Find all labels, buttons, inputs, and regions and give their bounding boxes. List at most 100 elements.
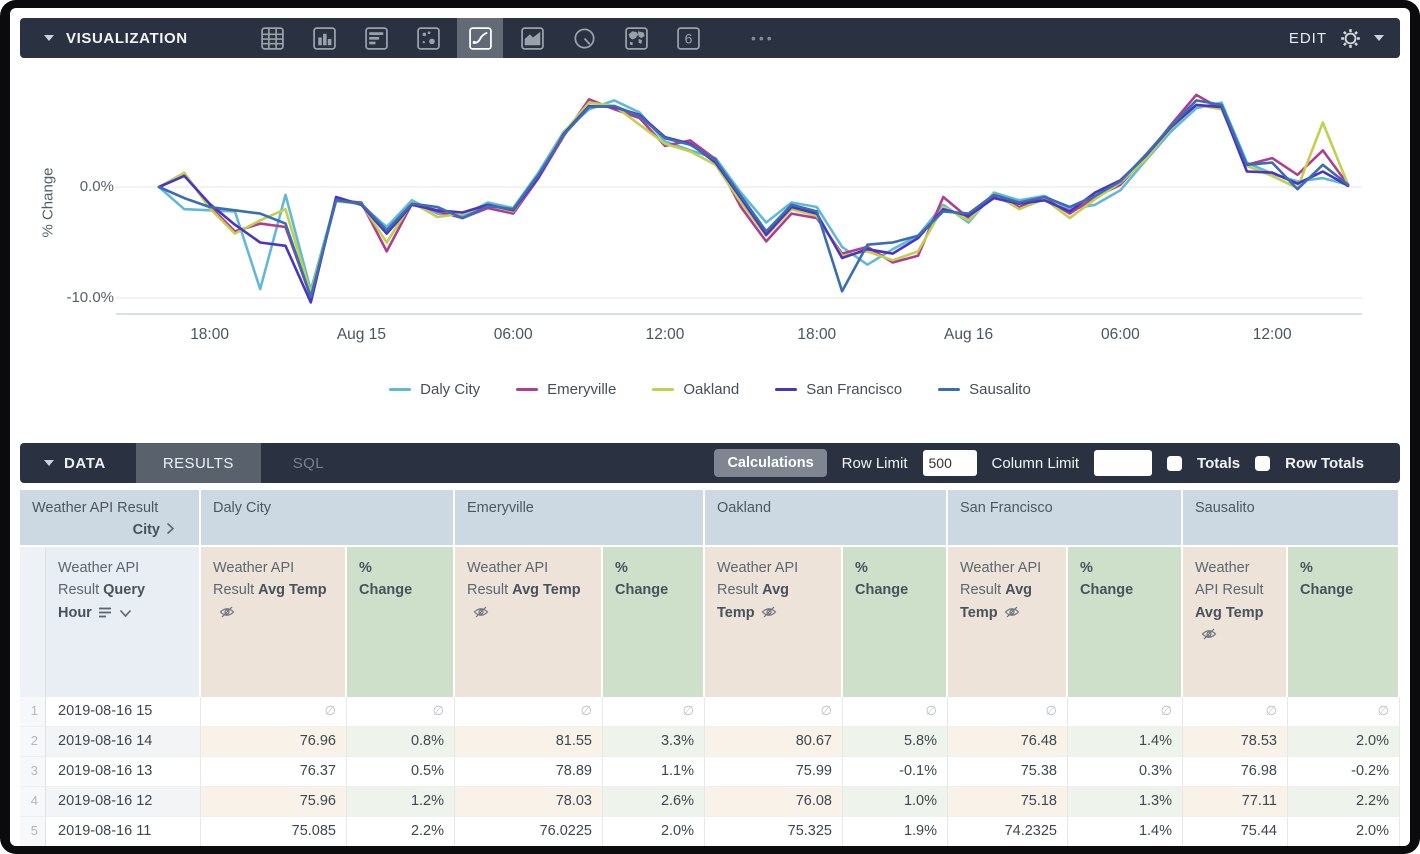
- scatter-chart-icon[interactable]: [405, 18, 451, 58]
- totals-checkbox[interactable]: [1167, 455, 1183, 471]
- avg-temp-cell: 74.2325: [948, 817, 1068, 846]
- avg-temp-cell: 76.08: [705, 787, 843, 817]
- hidden-eye-icon: [473, 606, 489, 618]
- area-chart-icon: [520, 26, 544, 50]
- map-chart-icon[interactable]: [613, 18, 659, 58]
- pivot-city-header-emeryville[interactable]: Emeryville: [455, 490, 705, 547]
- bar-chart-icon[interactable]: [353, 18, 399, 58]
- pct-change-header-oakland[interactable]: % Change: [843, 547, 948, 697]
- avg-temp-header-san-francisco[interactable]: Weather API Result Avg Temp: [948, 547, 1068, 697]
- calculations-button[interactable]: Calculations: [714, 449, 827, 477]
- avg-temp-cell: 78.03: [455, 787, 603, 817]
- x-tick-label: 06:00: [493, 326, 533, 343]
- tab-results[interactable]: RESULTS: [135, 443, 261, 483]
- data-bar: DATA RESULTS SQL Calculations Row Limit …: [20, 443, 1400, 483]
- sort-icon: [98, 607, 111, 618]
- pct-change-cell: 2.0%: [1288, 727, 1400, 757]
- avg-temp-cell: 80.67: [705, 727, 843, 757]
- pct-change-cell: 2.2%: [347, 817, 455, 846]
- legend-item-daly-city[interactable]: Daly City: [389, 381, 480, 398]
- pct-change-cell: ∅: [843, 697, 948, 727]
- data-bar-left: DATA RESULTS SQL: [20, 443, 356, 483]
- area-chart-icon[interactable]: [509, 18, 555, 58]
- column-limit-label: Column Limit: [991, 454, 1080, 472]
- pct-change-header-sausalito[interactable]: % Change: [1288, 547, 1400, 697]
- row-totals-checkbox[interactable]: [1255, 455, 1271, 471]
- chevron-down-icon: [119, 609, 131, 618]
- x-tick-label: 18:00: [190, 326, 229, 343]
- hidden-eye-icon: [761, 606, 776, 618]
- gear-menu-caret-icon[interactable]: [1374, 35, 1384, 41]
- column-chart-icon[interactable]: [301, 18, 347, 58]
- avg-temp-header-emeryville[interactable]: Weather API Result Avg Temp: [455, 547, 603, 697]
- legend-swatch: [389, 387, 412, 392]
- pivot-city-header-san-francisco[interactable]: San Francisco: [948, 490, 1183, 547]
- avg-temp-cell: ∅: [455, 697, 603, 727]
- pct-change-cell: 1.0%: [843, 787, 948, 817]
- avg-temp-cell: 76.98: [1183, 757, 1288, 787]
- line-chart-icon: [468, 26, 492, 50]
- pct-change-cell: -0.1%: [843, 757, 948, 787]
- hidden-eye-icon: [219, 606, 235, 618]
- legend-item-emeryville[interactable]: Emeryville: [516, 381, 616, 398]
- edit-button[interactable]: EDIT: [1288, 29, 1327, 47]
- avg-temp-header-sausalito[interactable]: Weather API Result Avg Temp: [1183, 547, 1288, 697]
- pct-change-cell: 0.8%: [347, 727, 455, 757]
- chart-line-emeryville[interactable]: [157, 93, 1350, 299]
- visualization-collapse-caret-icon[interactable]: [44, 35, 54, 41]
- legend-item-san-francisco[interactable]: San Francisco: [775, 381, 902, 398]
- tab-sql[interactable]: SQL: [292, 454, 324, 472]
- legend-item-oakland[interactable]: Oakland: [652, 381, 739, 398]
- pct-change-cell: 2.0%: [603, 817, 705, 846]
- pct-change-header-san-francisco[interactable]: % Change: [1068, 547, 1183, 697]
- legend-label: Sausalito: [969, 381, 1031, 398]
- column-chart-icon: [312, 26, 336, 50]
- avg-temp-header-oakland[interactable]: Weather API Result Avg Temp: [705, 547, 843, 697]
- avg-temp-cell: 81.55: [455, 727, 603, 757]
- chart-legend: Daly City Emeryville Oakland San Francisco S…: [10, 381, 1410, 398]
- row-limit-label: Row Limit: [841, 454, 908, 472]
- pivot-city-header-daly-city[interactable]: Daly City: [201, 490, 455, 547]
- single-value-icon[interactable]: 6: [665, 18, 711, 58]
- line-chart-icon[interactable]: [457, 18, 503, 58]
- row-number: 2: [20, 727, 46, 757]
- gear-icon[interactable]: [1340, 28, 1361, 49]
- avg-temp-cell: 75.96: [201, 787, 347, 817]
- x-tick-label: 12:00: [1252, 326, 1292, 343]
- pivot-city-header-sausalito[interactable]: Sausalito: [1183, 490, 1400, 547]
- pct-change-cell: 1.9%: [843, 817, 948, 846]
- table-icon[interactable]: [249, 18, 295, 58]
- table-icon: [260, 26, 284, 50]
- pct-change-header-emeryville[interactable]: % Change: [603, 547, 705, 697]
- hour-cell: 2019-08-16 12: [46, 787, 201, 817]
- pie-chart-icon[interactable]: [561, 18, 607, 58]
- pct-change-cell: ∅: [347, 697, 455, 727]
- avg-temp-header-daly-city[interactable]: Weather API Result Avg Temp: [201, 547, 347, 697]
- legend-label: Daly City: [420, 381, 481, 398]
- app-content: VISUALIZATION 6 ••• EDIT % Change 0.0% -10…: [10, 8, 1410, 846]
- data-section-title[interactable]: DATA: [20, 443, 136, 483]
- chart-line-sausalito[interactable]: [157, 99, 1350, 299]
- pct-change-cell: 3.3%: [603, 727, 705, 757]
- y-tick-label: -10.0%: [66, 289, 114, 306]
- y-axis-label: % Change: [39, 167, 57, 238]
- more-chart-types-icon[interactable]: •••: [751, 30, 775, 46]
- legend-item-sausalito[interactable]: Sausalito: [938, 381, 1031, 398]
- column-limit-input[interactable]: [1094, 450, 1153, 476]
- pct-change-header-daly-city[interactable]: % Change: [347, 547, 455, 697]
- legend-swatch: [652, 387, 675, 392]
- pct-change-cell: 1.1%: [603, 757, 705, 787]
- x-tick-label: Aug 16: [944, 326, 994, 343]
- avg-temp-cell: ∅: [201, 697, 347, 727]
- chart-type-icon-strip: 6 •••: [249, 18, 775, 58]
- row-limit-input[interactable]: [922, 450, 977, 476]
- visualization-title: VISUALIZATION: [66, 29, 188, 47]
- row-number: 3: [20, 757, 46, 787]
- avg-temp-cell: 75.325: [705, 817, 843, 846]
- svg-text:6: 6: [684, 30, 692, 46]
- pivot-field-header[interactable]: Weather API Result City: [20, 490, 201, 547]
- query-hour-header[interactable]: Weather API Result Query Hour: [46, 547, 201, 697]
- pivot-city-header-oakland[interactable]: Oakland: [705, 490, 948, 547]
- avg-temp-cell: 76.96: [201, 727, 347, 757]
- avg-temp-cell: 78.89: [455, 757, 603, 787]
